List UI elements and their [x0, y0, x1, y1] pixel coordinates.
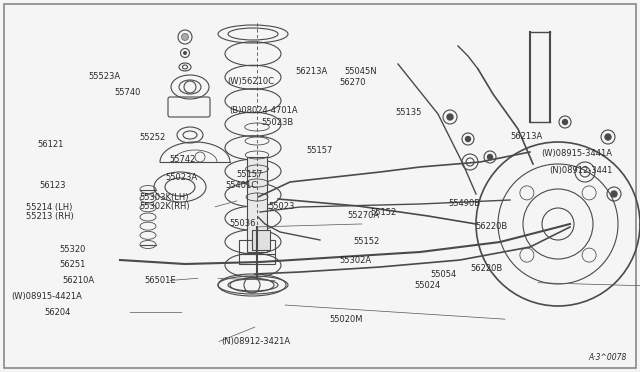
Text: 55490B: 55490B	[448, 199, 480, 208]
Text: 55740: 55740	[114, 88, 140, 97]
Text: 55742: 55742	[169, 155, 195, 164]
Text: 55302A: 55302A	[339, 256, 371, 265]
Text: (W)08915-4421A: (W)08915-4421A	[12, 292, 83, 301]
Bar	[239, 240, 275, 254]
Text: 56220B: 56220B	[475, 222, 507, 231]
Text: 56213A: 56213A	[296, 67, 328, 76]
Ellipse shape	[182, 33, 189, 41]
Text: 55023B: 55023B	[261, 118, 293, 126]
Text: 55135: 55135	[396, 108, 422, 117]
Text: 56501E: 56501E	[144, 276, 175, 285]
Text: 55214 (LH): 55214 (LH)	[26, 203, 72, 212]
Text: A·3^0078: A·3^0078	[588, 353, 627, 362]
Text: (N)08912-3441: (N)08912-3441	[549, 166, 612, 175]
Text: 56210A: 56210A	[63, 276, 95, 285]
Ellipse shape	[183, 51, 187, 55]
Text: 55523A: 55523A	[88, 72, 120, 81]
Text: (B)08024-4701A: (B)08024-4701A	[229, 106, 298, 115]
Text: 55054: 55054	[430, 270, 456, 279]
Bar	[247, 157, 267, 252]
Text: 55303K(LH): 55303K(LH)	[140, 193, 189, 202]
Text: 56121: 56121	[37, 140, 63, 149]
Text: 56220B: 56220B	[470, 264, 502, 273]
Text: 55252: 55252	[140, 133, 166, 142]
Text: 55036: 55036	[229, 219, 255, 228]
Circle shape	[465, 137, 470, 141]
Text: 55401C: 55401C	[225, 181, 257, 190]
Text: 55157: 55157	[306, 146, 332, 155]
Text: 56270: 56270	[339, 78, 365, 87]
Text: 55320: 55320	[59, 246, 85, 254]
Circle shape	[563, 119, 568, 125]
Circle shape	[447, 114, 453, 120]
Text: 56213A: 56213A	[511, 132, 543, 141]
Text: 55023A: 55023A	[165, 173, 197, 182]
Text: (W)56210C: (W)56210C	[227, 77, 274, 86]
Circle shape	[611, 191, 617, 197]
Text: 55157: 55157	[237, 170, 263, 179]
Text: 55020M: 55020M	[330, 315, 363, 324]
Text: 55045N: 55045N	[344, 67, 377, 76]
Text: (N)08912-3421A: (N)08912-3421A	[221, 337, 290, 346]
Text: 55213 (RH): 55213 (RH)	[26, 212, 74, 221]
Text: (W)08915-3441A: (W)08915-3441A	[541, 149, 612, 158]
Circle shape	[488, 154, 493, 160]
Circle shape	[605, 134, 611, 140]
Text: 56204: 56204	[45, 308, 71, 317]
Text: 56251: 56251	[59, 260, 85, 269]
Bar	[239, 254, 275, 264]
Bar	[252, 230, 270, 250]
Text: 55152: 55152	[353, 237, 380, 246]
Text: 56123: 56123	[40, 181, 66, 190]
Text: 55024: 55024	[415, 281, 441, 290]
Text: 55270A: 55270A	[347, 211, 379, 219]
Text: 55152: 55152	[370, 208, 396, 217]
Text: 55302K(RH): 55302K(RH)	[140, 202, 190, 211]
Text: 55023: 55023	[269, 202, 295, 211]
